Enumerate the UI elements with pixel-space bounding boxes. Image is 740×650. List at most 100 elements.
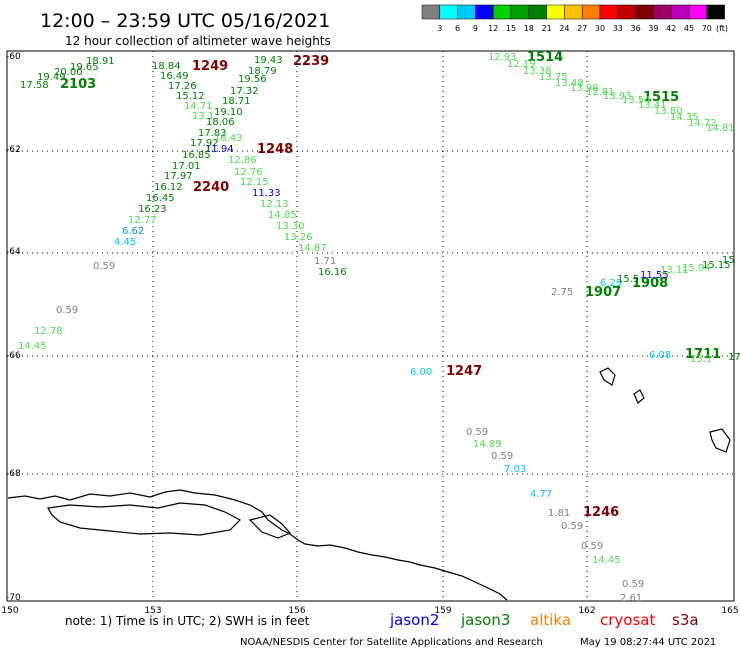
lat-label: -70 <box>6 593 21 603</box>
wave-height-value: 13.48 <box>555 78 584 89</box>
wave-height-value: 4.77 <box>530 489 552 500</box>
scale-swatch <box>475 4 494 20</box>
lon-label: 162 <box>578 606 595 616</box>
wave-height-value: 18.79 <box>248 66 277 77</box>
wave-height-value: 12.86 <box>228 155 257 166</box>
orbit-label: 1515 <box>643 90 679 105</box>
lon-label: 150 <box>1 606 18 616</box>
wave-height-value: 0.59 <box>622 579 644 590</box>
wave-height-value: 1.81 <box>548 508 570 519</box>
scale-swatch <box>617 4 636 20</box>
scale-swatch <box>421 4 441 20</box>
orbit-label: 1711 <box>685 347 721 362</box>
wave-height-value: 13.98 <box>570 83 599 94</box>
orbit-label: 1908 <box>632 276 668 291</box>
page-title: 12:00 – 23:59 UTC 05/16/2021 <box>40 10 330 32</box>
scale-label: 70 <box>702 24 712 33</box>
wave-height-value: 19.10 <box>214 107 243 118</box>
wave-height-value: 16.85 <box>182 150 211 161</box>
wave-height-value: 12.77 <box>128 215 157 226</box>
wave-height-value: 16.23 <box>138 204 167 215</box>
scale-swatch <box>564 4 583 20</box>
lon-label: 156 <box>288 606 305 616</box>
scale-label: 9 <box>473 24 478 33</box>
wave-height-value: 16.49 <box>160 71 189 82</box>
orbit-label: 1248 <box>257 142 293 157</box>
wave-height-value: 12.93 <box>488 52 517 63</box>
wave-height-value: 13.26 <box>284 232 313 243</box>
wave-height-value: 20.00 <box>54 67 83 78</box>
wave-height-value: 0.59 <box>93 261 115 272</box>
wave-height-value: 13.80 <box>654 106 683 117</box>
wave-height-value: 14.72 <box>688 118 717 129</box>
wave-height-value: 13.93 <box>603 91 632 102</box>
scale-swatch <box>581 4 601 20</box>
wave-height-value: 17.92 <box>190 138 219 149</box>
orbit-label: 2103 <box>60 77 96 92</box>
scale-swatch <box>510 4 530 20</box>
satellite-legend: jason2 jason3 altika cryosat s3a <box>389 611 699 629</box>
wave-height-value: 0.59 <box>581 541 603 552</box>
wave-height-value: 13.1 <box>192 111 214 122</box>
wave-height-value: 17.97 <box>164 171 193 182</box>
wave-height-value: 6.62 <box>122 226 144 237</box>
generation-timestamp: May 19 08:27:44 UTC 2021 <box>580 637 716 648</box>
map-frame <box>6 50 735 602</box>
legend-altika: altika <box>530 611 571 629</box>
footer-note: note: 1) Time is in UTC; 2) SWH is in fe… <box>65 614 310 628</box>
lat-label: -68 <box>6 469 21 479</box>
scale-label: (ft) <box>716 24 728 33</box>
wave-height-value: 0.59 <box>561 521 583 532</box>
wave-height-value: 14.71 <box>184 101 213 112</box>
wave-height-value: 12.76 <box>234 167 263 178</box>
orbit-label: 2240 <box>193 180 229 195</box>
scale-label: 42 <box>666 24 676 33</box>
legend-s3a: s3a <box>672 611 699 629</box>
orbit-label: 2239 <box>293 54 329 69</box>
wave-height-value: 18.06 <box>206 117 235 128</box>
wave-height-value: 17.01 <box>172 161 201 172</box>
scale-swatch <box>706 4 725 20</box>
latitude-axis: -60 -62 -64 -66 -68 -70 <box>6 52 21 603</box>
wave-height-value: 11.55 <box>640 270 669 281</box>
orbit-label: 1249 <box>192 59 228 74</box>
scale-swatch <box>528 4 547 20</box>
wave-height-value: 13.1 <box>690 354 712 365</box>
wave-height-value: 14.81 <box>706 123 735 134</box>
wave-height-value: 13.11 <box>660 265 689 276</box>
wave-height-value: 19.49 <box>37 72 66 83</box>
wave-height-value: 18.71 <box>222 96 251 107</box>
wave-height-value: 19.56 <box>238 74 267 85</box>
wave-height-value: 4.45 <box>114 237 136 248</box>
wave-height-value: 11.94 <box>205 144 234 155</box>
scale-label: 39 <box>648 24 658 33</box>
wave-height-value: 12.13 <box>260 199 289 210</box>
wave-height-value: 15.15 <box>702 260 731 271</box>
scale-label: 27 <box>577 24 587 33</box>
credit-line: NOAA/NESDIS Center for Satellite Applica… <box>240 637 543 648</box>
wave-height-value: 17.26 <box>168 81 197 92</box>
wave-height-value: 13.38 <box>523 66 552 77</box>
wave-height-value: 12.19 <box>507 59 536 70</box>
wave-height-value: 13.30 <box>276 221 305 232</box>
lon-label: 165 <box>721 606 738 616</box>
legend-jason3: jason3 <box>460 611 510 629</box>
orbit-label: 1514 <box>527 50 563 65</box>
wave-height-value: 12.78 <box>34 326 63 337</box>
wave-height-value: 17.58 <box>20 80 49 91</box>
scale-swatch <box>670 4 690 20</box>
wave-height-value: 16.43 <box>214 133 243 144</box>
scale-swatch <box>653 4 672 20</box>
scale-swatch <box>439 4 458 20</box>
wave-height-value: 2.61 <box>620 593 642 604</box>
wave-height-value: 2.75 <box>551 287 573 298</box>
orbit-label: 1907 <box>585 285 621 300</box>
page-subtitle: 12 hour collection of altimeter wave hei… <box>65 34 331 48</box>
scale-label: 36 <box>631 24 641 33</box>
lon-label: 159 <box>434 606 451 616</box>
lon-label: 153 <box>144 606 161 616</box>
wave-height-value: 16.12 <box>154 182 183 193</box>
wave-height-value: 0.59 <box>491 451 513 462</box>
wave-height-value: 6.08 <box>649 350 671 361</box>
